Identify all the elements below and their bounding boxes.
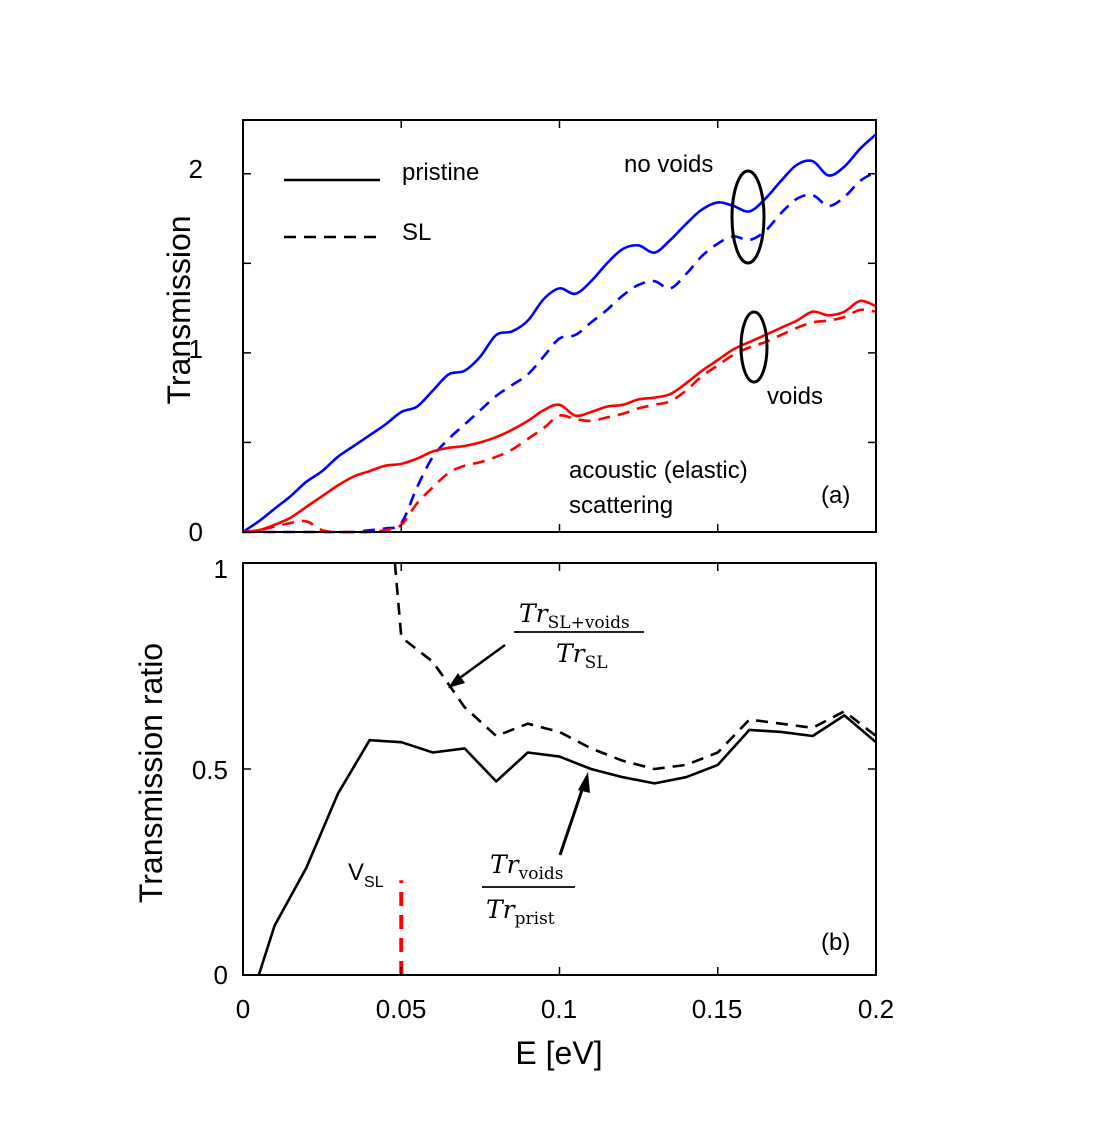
ratio-series-dashed: [393, 562, 877, 771]
series-blue-dashed: [243, 170, 877, 534]
xtick-02: 0.2: [858, 994, 894, 1024]
series-blue-solid: [242, 133, 877, 534]
annotation-scattering: scattering: [569, 492, 673, 519]
legend-label-pristine: pristine: [402, 159, 479, 186]
panel-a-ylabel: Transmission: [161, 215, 197, 404]
svg-text:Trvoids: Trvoids: [490, 850, 564, 884]
annotation-acoustic: acoustic (elastic): [569, 457, 748, 484]
panel-b: 1 0.5 0 0 0.05 0.1 0.15 0.2 E [eV] Trans…: [133, 554, 894, 1071]
arrow-sl-voids-head: [448, 673, 465, 688]
series-red-solid: [242, 299, 877, 534]
vsl-label: VSL: [348, 859, 384, 891]
panel-a-ytick-0: 0: [189, 517, 203, 547]
xtick-005: 0.05: [376, 994, 427, 1024]
panel-a-ytick-2: 2: [189, 154, 203, 184]
xlabel: E [eV]: [515, 1035, 602, 1071]
panel-a-series: [242, 133, 877, 534]
ellipse-voids: [739, 310, 769, 384]
panel-b-ytick-1: 1: [214, 554, 228, 584]
svg-text:Trprist: Trprist: [486, 895, 555, 929]
panel-b-label: (b): [821, 929, 850, 956]
fraction-voids: Trvoids Trprist: [482, 850, 575, 929]
series-red-dashed: [242, 308, 877, 534]
fraction-sl-voids: TrSL+voids TrSL: [514, 599, 644, 673]
panel-b-ytick-0: 0: [214, 960, 228, 990]
panel-b-ticks: [242, 562, 877, 976]
xtick-015: 0.15: [692, 994, 743, 1024]
arrow-voids-line: [558, 786, 585, 856]
panel-b-ytick-05: 0.5: [192, 755, 228, 785]
panel-a: 2 1 0 Transmission pristine SL no voids …: [161, 119, 877, 547]
panel-a-ytick-1: 1: [189, 334, 203, 364]
xtick-01: 0.1: [541, 994, 577, 1024]
annotation-voids: voids: [767, 383, 823, 410]
panel-b-series: [257, 562, 877, 976]
legend: pristine SL: [284, 159, 479, 246]
legend-label-sl: SL: [402, 219, 431, 246]
annotation-no-voids: no voids: [624, 151, 713, 178]
ratio-series-solid: [257, 714, 877, 976]
panel-b-ylabel: Transmission ratio: [133, 643, 169, 903]
svg-text:TrSL+voids: TrSL+voids: [519, 599, 630, 633]
ellipse-no-voids: [730, 169, 766, 265]
panel-a-label: (a): [821, 482, 850, 509]
arrow-voids-head: [578, 772, 590, 793]
xtick-0: 0: [236, 994, 250, 1024]
svg-text:TrSL: TrSL: [556, 639, 608, 673]
arrow-sl-voids-line: [456, 643, 506, 682]
panel-a-ticks: [242, 120, 877, 533]
